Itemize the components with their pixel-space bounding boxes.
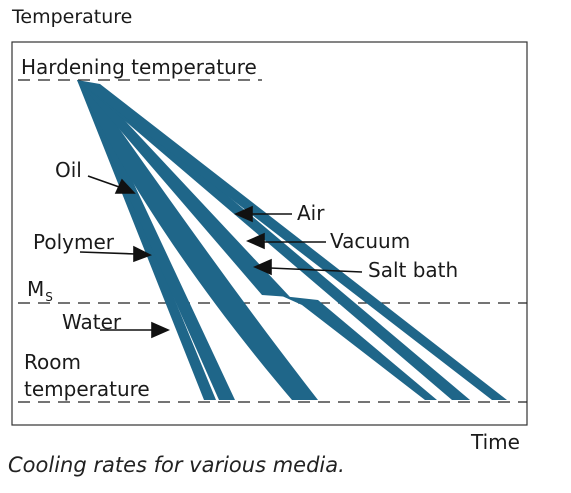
water-label: Water xyxy=(62,310,122,334)
ms-label-sub: S xyxy=(45,290,53,304)
polymer-curve xyxy=(77,80,235,400)
figure-caption: Cooling rates for various media. xyxy=(8,453,345,477)
salt-bath-curve xyxy=(77,80,290,297)
air-label: Air xyxy=(297,201,325,225)
vacuum-arrow-icon xyxy=(246,232,265,250)
oil-arrow-icon xyxy=(114,178,136,194)
water-arrow-icon xyxy=(151,321,170,339)
polymer-label: Polymer xyxy=(33,230,114,254)
oil-label: Oil xyxy=(55,158,82,182)
air-curve xyxy=(77,80,507,400)
vacuum-curve xyxy=(77,80,470,400)
vacuum-label: Vacuum xyxy=(330,229,411,253)
polymer-arrow-icon xyxy=(133,245,152,263)
air-arrow-icon xyxy=(234,205,253,223)
room-temperature-label-line2: temperature xyxy=(24,377,150,401)
y-axis-label: Temperature xyxy=(12,6,133,28)
water-curve xyxy=(77,80,216,400)
ms-label: MS xyxy=(27,279,53,303)
plot-frame xyxy=(11,41,528,426)
x-axis-label: Time xyxy=(471,430,520,454)
ms-label-main: M xyxy=(27,277,45,301)
salt-bath-label: Salt bath xyxy=(368,258,459,282)
hardening-temperature-label: Hardening temperature xyxy=(21,55,257,79)
room-temperature-label-line1: Room xyxy=(24,350,81,374)
salt-bath-arrow-icon xyxy=(253,258,272,276)
salt-bath-tail-curve xyxy=(282,296,437,400)
oil-curve xyxy=(77,80,318,400)
